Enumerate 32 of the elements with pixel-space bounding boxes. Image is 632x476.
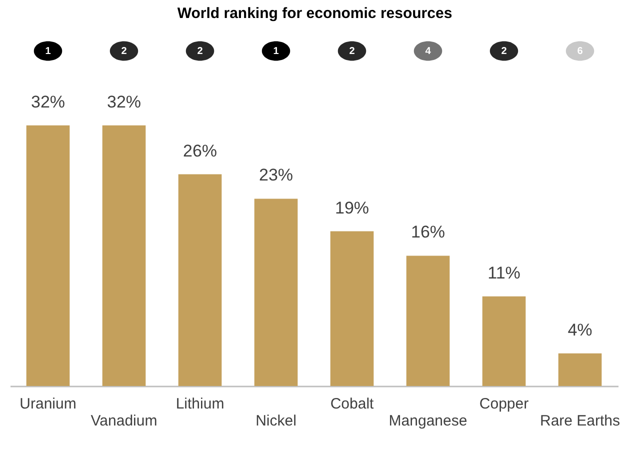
text: 1 bbox=[45, 46, 52, 57]
x-tick-label: Rare Earths bbox=[540, 412, 620, 430]
chart-title: World ranking for economic resources bbox=[177, 5, 452, 22]
data-label: 26% bbox=[182, 141, 218, 160]
text: 2 bbox=[501, 46, 508, 57]
bar bbox=[178, 174, 222, 386]
bar bbox=[558, 353, 602, 386]
text: 1 bbox=[273, 46, 280, 57]
text: 4 bbox=[425, 46, 432, 57]
x-tick-label: Cobalt bbox=[330, 396, 375, 412]
data-label: 11% bbox=[488, 263, 520, 282]
x-tick-label: Copper bbox=[479, 396, 529, 412]
text: 2 bbox=[121, 46, 128, 57]
text: 2 bbox=[197, 46, 204, 57]
bar bbox=[482, 296, 526, 386]
bar bbox=[406, 256, 450, 386]
text: 2 bbox=[349, 46, 356, 57]
x-tick-label: Lithium bbox=[176, 396, 224, 412]
x-tick-label: Nickel bbox=[256, 412, 296, 430]
bar bbox=[254, 198, 298, 386]
x-tick-label: Vanadium bbox=[90, 412, 158, 430]
bar bbox=[330, 231, 374, 386]
x-tick-label: Uranium bbox=[20, 396, 76, 412]
data-label: 32% bbox=[30, 92, 66, 112]
bar bbox=[26, 125, 70, 386]
data-label: 23% bbox=[258, 166, 294, 185]
data-label: 16% bbox=[410, 222, 446, 242]
data-label: 4% bbox=[568, 320, 592, 340]
data-label: 19% bbox=[334, 198, 370, 218]
data-label: 32% bbox=[106, 92, 142, 112]
bar bbox=[102, 125, 146, 386]
x-tick-label: Manganese bbox=[388, 412, 468, 430]
